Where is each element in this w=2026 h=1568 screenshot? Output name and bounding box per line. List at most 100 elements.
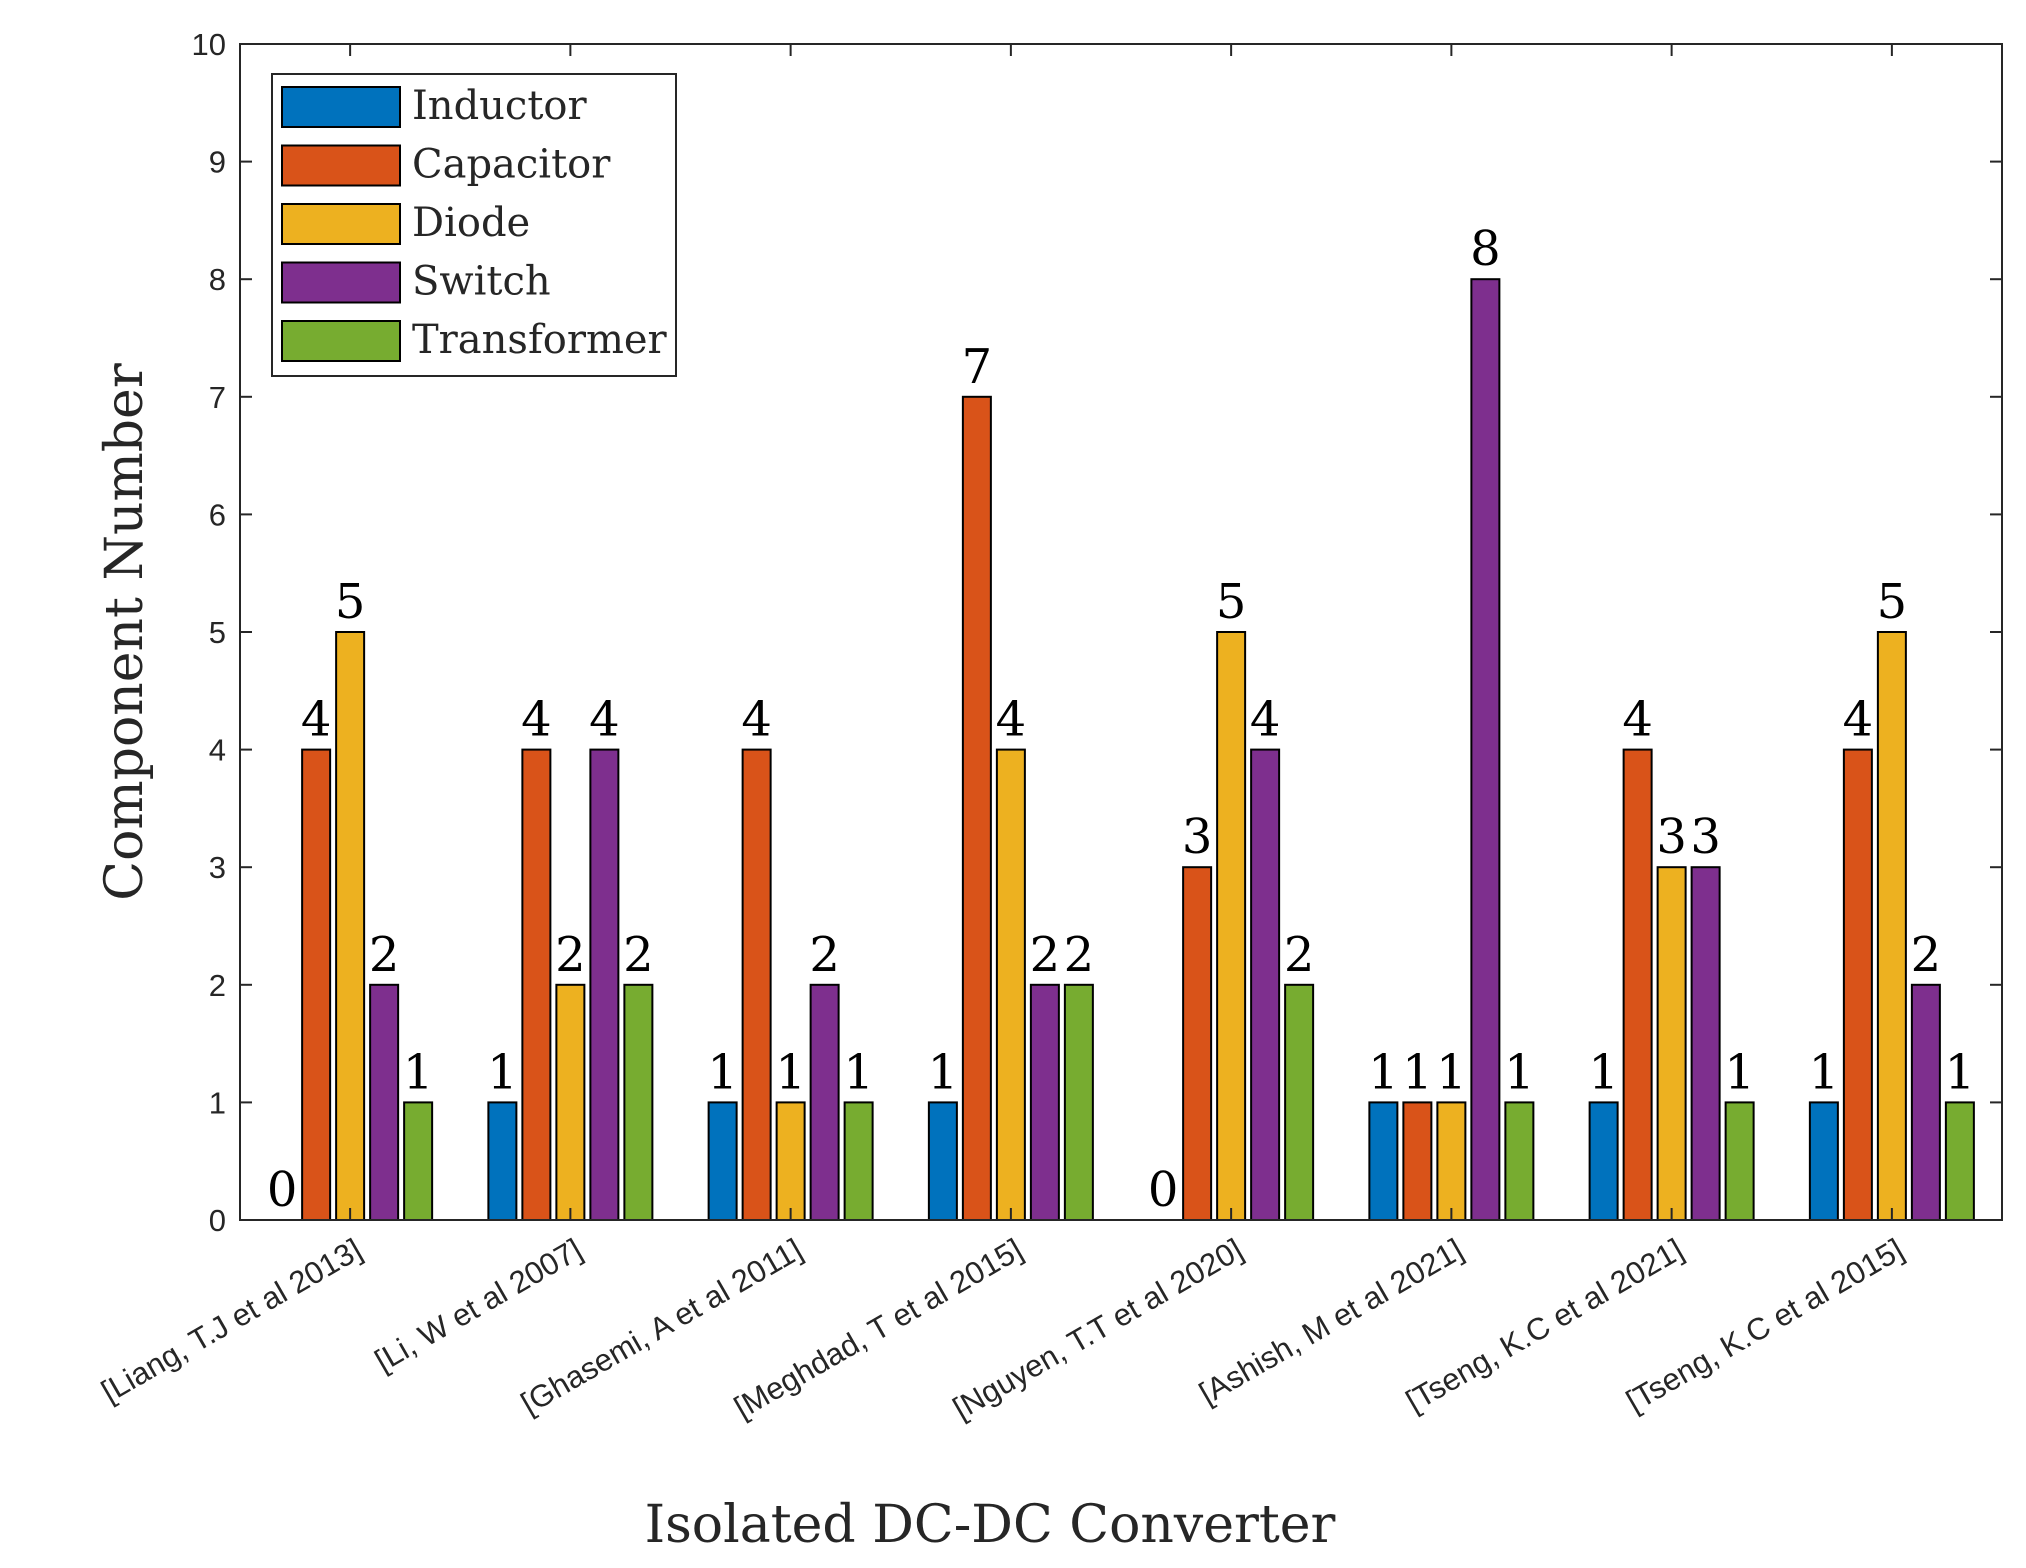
data-label: 1 — [1436, 1044, 1467, 1100]
y-tick-label: 8 — [209, 262, 226, 297]
data-label: 1 — [1809, 1044, 1840, 1100]
data-label: 1 — [1368, 1044, 1399, 1100]
bar-transformer — [1504, 1101, 1535, 1222]
bar-capacitor — [1842, 748, 1873, 1221]
legend-label-capacitor: Capacitor — [412, 142, 611, 188]
y-axis-label: Component Number — [95, 363, 155, 901]
data-label: 0 — [267, 1162, 298, 1218]
legend-swatch-inductor — [281, 86, 401, 128]
data-label: 2 — [623, 927, 654, 983]
bar-switch — [1470, 278, 1501, 1221]
legend-label-switch: Switch — [412, 259, 551, 305]
data-label: 1 — [707, 1044, 738, 1100]
bar-capacitor — [521, 748, 552, 1221]
bar-capacitor — [741, 748, 772, 1221]
data-label: 1 — [403, 1044, 434, 1100]
legend-swatch-transformer — [281, 320, 401, 362]
plot-frame — [239, 43, 2003, 1221]
y-tick-label: 4 — [209, 733, 226, 768]
bar-diode — [1436, 1101, 1467, 1222]
data-label: 1 — [775, 1044, 806, 1100]
legend-label-transformer: Transformer — [412, 317, 668, 363]
data-label: 3 — [1182, 809, 1213, 865]
data-label: 3 — [1690, 809, 1721, 865]
legend-label-diode: Diode — [412, 200, 530, 246]
bar-diode — [775, 1101, 806, 1222]
bar-switch — [809, 983, 840, 1221]
y-tick-label: 6 — [209, 497, 226, 532]
bar-switch — [589, 748, 620, 1221]
data-label: 8 — [1470, 221, 1501, 277]
bar-inductor — [927, 1101, 958, 1222]
bar-diode — [1876, 631, 1907, 1221]
bar-switch — [1029, 983, 1060, 1221]
data-label: 4 — [521, 692, 552, 748]
data-label: 1 — [1588, 1044, 1619, 1100]
bars-group — [301, 278, 1975, 1222]
bar-inductor — [1808, 1101, 1839, 1222]
data-label: 1 — [928, 1044, 959, 1100]
data-label: 4 — [1250, 692, 1281, 748]
y-tick-label: 7 — [209, 380, 226, 415]
data-label: 2 — [1064, 927, 1095, 983]
y-tick-label: 10 — [192, 27, 226, 62]
x-tick-label: [Liang, T.J et al 2013] — [95, 1232, 367, 1409]
bar-transformer — [843, 1101, 874, 1222]
data-label: 4 — [741, 692, 772, 748]
bar-transformer — [623, 983, 654, 1221]
bar-capacitor — [301, 748, 332, 1221]
y-tick-label: 2 — [209, 968, 226, 1003]
data-label: 2 — [1911, 927, 1942, 983]
data-label: 2 — [369, 927, 400, 983]
bar-inductor — [487, 1101, 518, 1222]
bar-switch — [1250, 748, 1281, 1221]
bar-diode — [555, 983, 586, 1221]
data-label: 4 — [996, 692, 1027, 748]
data-label: 1 — [1402, 1044, 1433, 1100]
data-label: 4 — [1843, 692, 1874, 748]
bar-diode — [1216, 631, 1247, 1221]
data-label: 3 — [1656, 809, 1687, 865]
bar-transformer — [1944, 1101, 1975, 1222]
bar-switch — [1690, 866, 1721, 1221]
bar-capacitor — [1622, 748, 1653, 1221]
y-tick-label: 0 — [209, 1203, 226, 1238]
data-label: 1 — [1724, 1044, 1755, 1100]
data-label: 5 — [1877, 574, 1908, 630]
data-label: 1 — [487, 1044, 518, 1100]
bar-capacitor — [961, 395, 992, 1221]
bar-transformer — [403, 1101, 434, 1222]
bar-inductor — [707, 1101, 738, 1222]
bar-transformer — [1063, 983, 1094, 1221]
legend-swatch-capacitor — [281, 144, 401, 187]
data-label: 4 — [301, 692, 332, 748]
data-label: 1 — [1945, 1044, 1976, 1100]
bar-transformer — [1284, 983, 1315, 1221]
data-label: 1 — [843, 1044, 874, 1100]
y-tick-label: 3 — [209, 850, 226, 885]
data-label: 2 — [1030, 927, 1061, 983]
data-label: 4 — [1622, 692, 1653, 748]
legend: Inductor Capacitor Diode Switch Transformer — [271, 73, 677, 377]
data-label: 7 — [962, 339, 993, 395]
y-tick-label: 1 — [209, 1085, 226, 1120]
data-label: 4 — [589, 692, 620, 748]
y-tick-label: 9 — [209, 145, 226, 180]
bar-inductor — [1368, 1101, 1399, 1222]
bar-transformer — [1724, 1101, 1755, 1222]
legend-swatch-diode — [281, 203, 401, 245]
x-axis-label: Isolated DC-DC Converter — [645, 1495, 1336, 1555]
data-label: 1 — [1504, 1044, 1535, 1100]
data-label: 2 — [809, 927, 840, 983]
legend-swatch-switch — [281, 261, 401, 304]
bar-diode — [335, 631, 366, 1221]
data-label: 0 — [1148, 1162, 1179, 1218]
data-label: 5 — [335, 574, 366, 630]
legend-label-inductor: Inductor — [412, 83, 587, 129]
bar-diode — [995, 748, 1026, 1221]
y-tick-label: 5 — [209, 615, 226, 650]
bar-capacitor — [1182, 866, 1213, 1221]
bar-capacitor — [1402, 1101, 1433, 1222]
